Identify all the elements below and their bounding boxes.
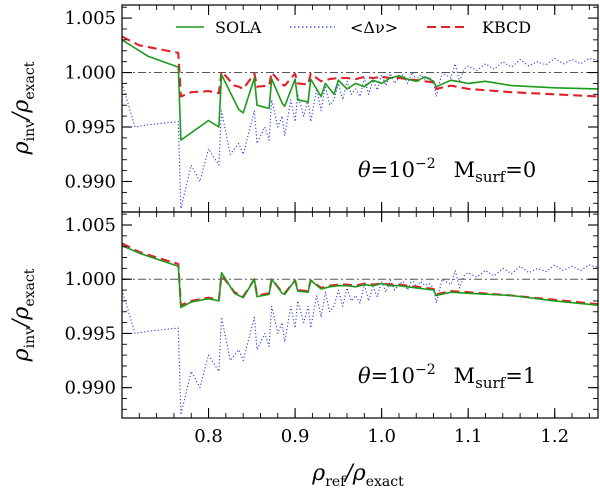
bottom-ytick-label: 1.000 bbox=[64, 269, 116, 290]
bottom-plot-frame bbox=[121, 211, 599, 419]
bottom-ytick-label: 1.005 bbox=[64, 215, 116, 236]
legend-label-kbcd: KBCD bbox=[482, 18, 531, 37]
bottom-annot-theta-exp: −2 bbox=[415, 362, 436, 378]
bottom-xtick-label: 1.0 bbox=[367, 426, 396, 447]
top-series-group bbox=[121, 35, 599, 210]
bottom-xtick-label: 1.1 bbox=[454, 426, 483, 447]
bottom-annot-m-eq: =1 bbox=[505, 364, 536, 388]
bottom-xtick-label: 0.9 bbox=[281, 426, 310, 447]
top-ticks-group: 0.990 0.995 1.000 1.005 bbox=[64, 5, 598, 212]
bottom-ylabel-rho: ρ bbox=[9, 348, 34, 362]
xlabel-num-sub: ref bbox=[325, 474, 347, 490]
bottom-xtick-label: 0.8 bbox=[194, 426, 223, 447]
bottom-ytick-label: 0.995 bbox=[64, 323, 116, 344]
top-annotation: θ=10−2 Msurf=0 bbox=[358, 156, 536, 186]
bottom-ylabel-num-sub: inv bbox=[22, 327, 38, 348]
top-annot-m: M bbox=[454, 158, 476, 182]
bottom-annot-theta: θ bbox=[358, 364, 371, 388]
top-ylabel-num-sub: inv bbox=[22, 120, 38, 141]
top-ylabel-den-sub: exact bbox=[22, 61, 38, 99]
legend-label-delta-nu: <Δν> bbox=[350, 18, 398, 37]
top-ytick-label: 0.995 bbox=[64, 117, 116, 138]
top-ytick-label: 0.990 bbox=[64, 171, 116, 192]
bottom-annot-m-sub: surf bbox=[475, 374, 507, 392]
bottom-ylabel: ρinv/ρexact bbox=[9, 268, 38, 362]
top-series-delta-nu bbox=[121, 57, 599, 210]
top-series-sola bbox=[121, 39, 599, 141]
xlabel-den-sub: exact bbox=[366, 474, 404, 490]
top-ylabel-sep: /ρ bbox=[9, 100, 34, 122]
bottom-series-group bbox=[121, 242, 599, 416]
legend-label-sola: SOLA bbox=[215, 18, 262, 37]
top-ytick-label: 1.005 bbox=[64, 8, 116, 29]
top-annot-m-sub: surf bbox=[475, 168, 507, 186]
xlabel: ρref/ρexact bbox=[311, 461, 404, 490]
top-ylabel: ρinv/ρexact bbox=[9, 61, 38, 155]
bottom-ylabel-sep: /ρ bbox=[9, 307, 34, 329]
xlabel-sep: /ρ bbox=[343, 461, 365, 486]
bottom-annot-m: M bbox=[454, 364, 476, 388]
top-ytick-label: 1.000 bbox=[64, 63, 116, 84]
bottom-series-sola bbox=[121, 244, 599, 309]
xlabel-rho: ρ bbox=[311, 461, 325, 486]
bottom-ylabel-den-sub: exact bbox=[22, 268, 38, 306]
top-annot-theta-eq: =10 bbox=[371, 158, 415, 182]
bottom-xtick-label: 1.2 bbox=[540, 426, 569, 447]
legend: SOLA <Δν> KBCD bbox=[176, 18, 531, 37]
top-ylabel-rho: ρ bbox=[9, 141, 34, 155]
bottom-annotation: θ=10−2 Msurf=1 bbox=[358, 362, 536, 392]
top-annot-theta: θ bbox=[358, 158, 371, 182]
bottom-ticks-group: 0.990 0.995 1.000 1.005 0.8 0.9 1.0 1.1 1.2 bbox=[64, 212, 598, 447]
top-annot-m-eq: =0 bbox=[505, 158, 536, 182]
bottom-ytick-label: 0.990 bbox=[64, 378, 116, 399]
bottom-annot-theta-eq: =10 bbox=[371, 364, 415, 388]
top-annot-theta-exp: −2 bbox=[415, 156, 436, 172]
